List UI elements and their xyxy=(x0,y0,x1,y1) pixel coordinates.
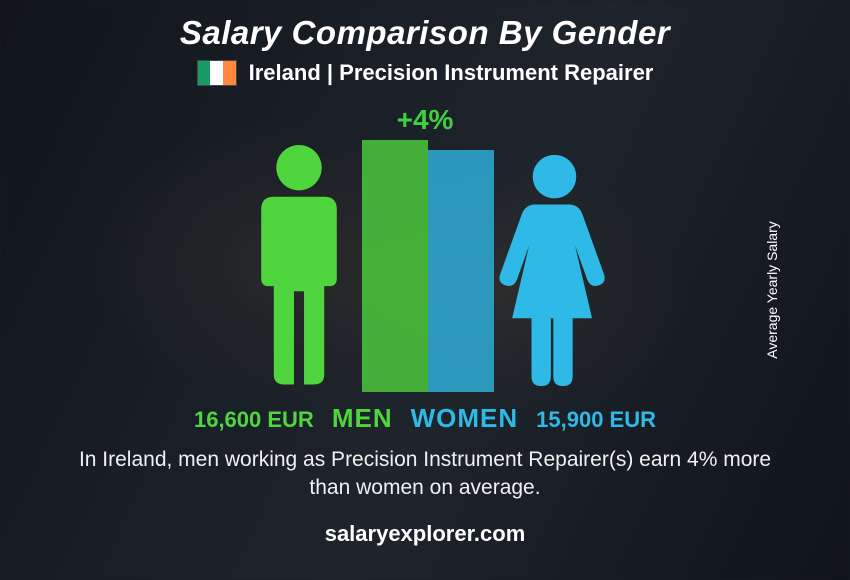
women-label: WOMEN xyxy=(411,403,519,434)
female-icon xyxy=(494,150,615,392)
subtitle-row: Ireland | Precision Instrument Repairer xyxy=(0,60,850,86)
men-salary: 16,600 EUR xyxy=(194,407,314,433)
flag-stripe-1 xyxy=(198,61,211,85)
labels-row: 16,600 EUR MEN WOMEN 15,900 EUR xyxy=(105,403,745,434)
chart-area: +4% 16,600 EUR MEN xyxy=(105,104,745,434)
job-title: Precision Instrument Repairer xyxy=(339,60,653,85)
ireland-flag-icon xyxy=(197,60,237,86)
flag-stripe-2 xyxy=(210,61,223,85)
page-title: Salary Comparison By Gender xyxy=(0,0,850,52)
country-name: Ireland xyxy=(249,60,321,85)
y-axis-label: Average Yearly Salary xyxy=(763,221,779,359)
men-bar xyxy=(362,140,428,392)
women-bar xyxy=(428,150,494,392)
figures-row xyxy=(105,140,745,392)
male-icon xyxy=(236,140,362,392)
content-container: Salary Comparison By Gender Ireland | Pr… xyxy=(0,0,850,580)
men-label: MEN xyxy=(332,403,393,434)
difference-label: +4% xyxy=(397,104,454,136)
subtitle-text: Ireland | Precision Instrument Repairer xyxy=(249,60,654,86)
summary-text: In Ireland, men working as Precision Ins… xyxy=(0,446,850,503)
women-salary: 15,900 EUR xyxy=(536,407,656,433)
separator: | xyxy=(321,60,339,85)
flag-stripe-3 xyxy=(223,61,236,85)
footer-source: salaryexplorer.com xyxy=(0,521,850,547)
